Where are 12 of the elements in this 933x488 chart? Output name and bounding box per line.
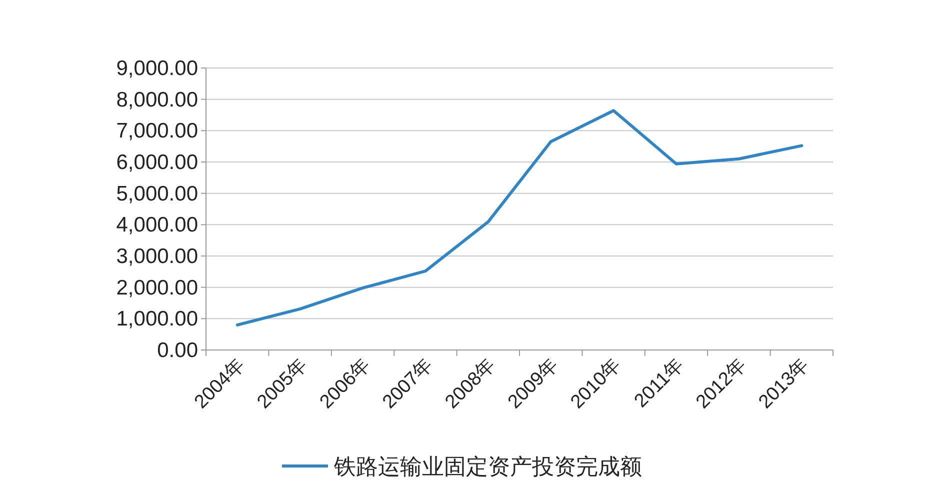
y-tick-label: 2,000.00 xyxy=(116,276,198,300)
y-tick-label: 1,000.00 xyxy=(116,308,198,331)
y-tick-label: 5,000.00 xyxy=(116,182,198,206)
y-tick-label: 3,000.00 xyxy=(116,245,198,268)
y-tick-label: 9,000.00 xyxy=(116,57,198,80)
line-series xyxy=(236,109,804,326)
y-tick-label: 6,000.00 xyxy=(116,151,198,174)
y-tick-label: 7,000.00 xyxy=(116,120,198,143)
y-tick-label: 8,000.00 xyxy=(116,88,198,112)
y-tick-label: 0.00 xyxy=(157,339,198,362)
legend-label: 铁路运输业固定资产投资完成额 xyxy=(333,454,642,479)
y-tick-label: 4,000.00 xyxy=(116,214,198,237)
